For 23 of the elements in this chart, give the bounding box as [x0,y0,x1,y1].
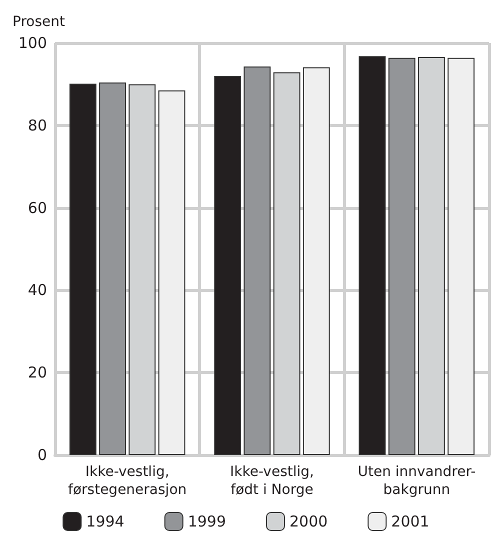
x-tick-label: Ikke-vestlig, født i Norge [230,464,314,498]
y-axis-title: Prosent [12,14,66,30]
bar [358,56,386,455]
legend-label: 1994 [86,512,124,530]
legend-label: 1999 [188,512,226,530]
bar [388,58,416,455]
legend-label: 2000 [290,512,328,530]
bar [158,90,186,455]
legend-label: 2001 [391,512,430,530]
y-tick-label: 80 [28,116,47,134]
x-tick-label: Ikke-vestlig, førstegenerasjon [68,464,187,498]
y-tick-label: 0 [37,446,47,464]
x-tick-label: Uten innvandrer- bakgrunn [358,464,476,498]
y-tick-label: 100 [18,34,47,52]
bar [302,67,330,455]
bar [448,58,475,455]
y-tick-label: 40 [28,281,47,300]
bar [244,66,271,455]
bar [214,76,242,455]
bar [99,82,126,455]
bar [69,84,96,455]
y-tick-label: 60 [28,198,47,217]
y-tick-label: 20 [28,364,47,382]
